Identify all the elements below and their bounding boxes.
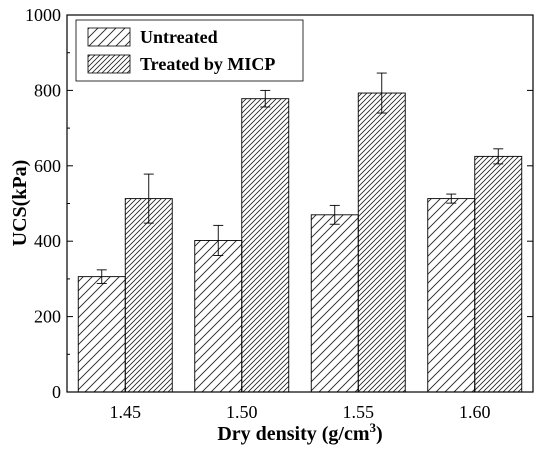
x-tick-label: 1.60	[459, 402, 491, 422]
legend-label-untreated: Untreated	[140, 27, 218, 47]
bar-treated-1.60	[474, 155, 523, 393]
bar-untreated-1.45	[77, 276, 126, 393]
y-axis: 0 200 400 600 800 1000	[25, 5, 533, 402]
bar-treated-1.50	[241, 98, 290, 393]
y-tick-label: 1000	[25, 5, 61, 25]
x-tick-label: 1.45	[110, 402, 142, 422]
x-axis-title-sup: 3	[370, 420, 377, 435]
y-tick-label: 0	[52, 382, 61, 402]
bar-treated-1.55	[357, 92, 406, 393]
x-axis-title: Dry density (g/cm3)	[217, 420, 382, 445]
bar-untreated-1.50	[194, 239, 243, 393]
y-tick-label: 600	[34, 156, 61, 176]
legend-label-treated: Treated by MICP	[140, 54, 275, 74]
y-axis-title: UCS(kPa)	[9, 160, 31, 247]
x-tick-label: 1.55	[343, 402, 375, 422]
y-tick-label: 400	[34, 231, 61, 251]
bar-untreated-1.60	[427, 198, 476, 393]
legend: Untreated Treated by MICP	[75, 19, 304, 82]
legend-swatch-treated	[87, 54, 131, 74]
error-bars-layer	[96, 72, 504, 284]
y-tick-label: 800	[34, 80, 61, 100]
y-tick-label: 200	[34, 307, 61, 327]
bar-untreated-1.55	[310, 214, 359, 393]
x-tick-label: 1.50	[226, 402, 258, 422]
x-axis-title-close: )	[376, 423, 383, 445]
legend-swatch-untreated	[87, 27, 131, 47]
bars-layer	[77, 92, 523, 393]
bar-treated-1.45	[124, 198, 173, 393]
x-axis: 1.45 1.50 1.55 1.60	[110, 386, 491, 422]
x-axis-title-main: Dry density (g/cm	[217, 423, 370, 445]
